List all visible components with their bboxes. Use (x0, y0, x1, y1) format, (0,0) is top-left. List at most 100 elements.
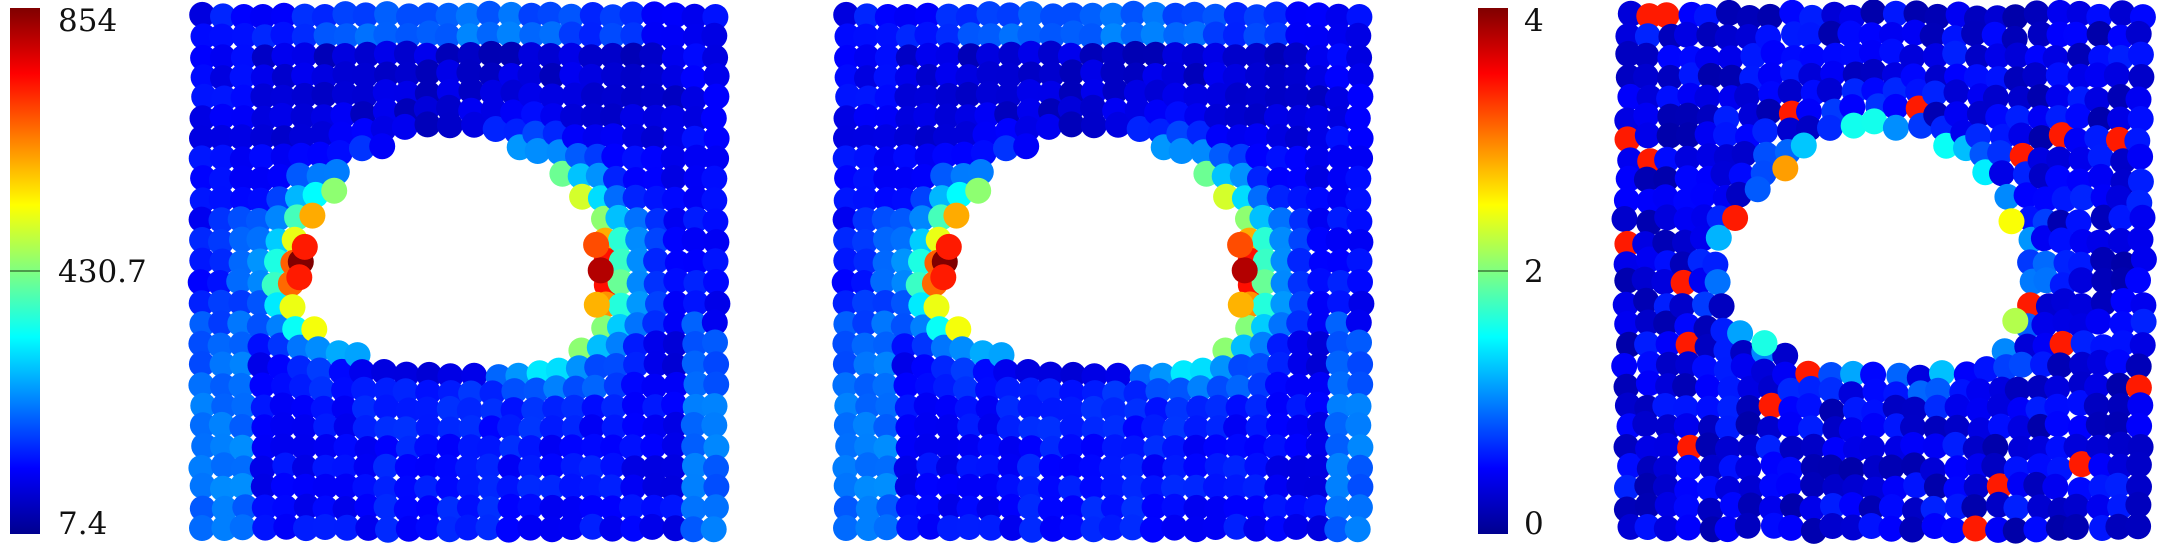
particle-point (622, 123, 649, 150)
particle-point (1346, 208, 1373, 235)
particle-point (1635, 370, 1662, 397)
particle-point (312, 473, 339, 500)
particle-point (914, 21, 941, 48)
particle-point (1327, 290, 1353, 317)
particle-point (1772, 342, 1799, 369)
particle-point (1657, 64, 1684, 91)
particle-point (1059, 414, 1086, 441)
particle-point (1779, 0, 1806, 26)
particle-point (2023, 516, 2050, 543)
particle-point (1183, 494, 1210, 521)
particle-point (290, 103, 317, 130)
particle-point (914, 472, 941, 499)
particle-point (2125, 451, 2152, 478)
particle-point (560, 103, 586, 130)
particle-point (996, 2, 1023, 29)
particle-point (1266, 333, 1293, 360)
particle-point (703, 125, 730, 152)
particle-point (1347, 125, 1374, 152)
particle-point (211, 515, 238, 541)
particle-point (393, 40, 420, 67)
particle-point (208, 229, 234, 255)
particle-point (2086, 21, 2113, 47)
particle-point (1304, 145, 1331, 172)
particle-point (1099, 455, 1125, 482)
particle-point (2085, 308, 2112, 335)
particle-point (1790, 132, 1817, 159)
particle-point (1187, 375, 1214, 402)
particle-point (558, 21, 585, 48)
particle-point (495, 516, 522, 543)
particle-point (1017, 40, 1044, 67)
particle-point (1981, 21, 2008, 48)
particle-point (308, 376, 335, 403)
particle-point (252, 514, 279, 541)
particle-point (1206, 375, 1233, 402)
particle-point (996, 62, 1023, 89)
particle-point (1285, 373, 1312, 400)
particle-point (1186, 395, 1213, 422)
particle-point (937, 493, 964, 520)
particle-point (1735, 411, 1762, 438)
particle-point (1674, 21, 1700, 48)
particle-point (211, 495, 238, 522)
particle-point (207, 270, 233, 296)
particle-point (354, 41, 381, 68)
particle-point-peak (583, 231, 610, 258)
particle-point (305, 336, 332, 363)
particle-point (910, 186, 937, 213)
particle-point (1940, 517, 1967, 544)
particle-point (1162, 2, 1189, 29)
particle-point (1225, 374, 1252, 401)
particle-point (477, 475, 504, 501)
particle-point (601, 62, 627, 89)
particle-point (703, 454, 729, 481)
particle-point (332, 496, 359, 522)
particle-point (1837, 20, 1864, 47)
particle-point (1737, 492, 1764, 519)
particle-point (1757, 416, 1784, 442)
particle-point (2105, 513, 2132, 540)
particle-point (1634, 122, 1661, 149)
particle-point (1161, 61, 1188, 88)
particle-point (643, 330, 670, 357)
particle-point (456, 23, 483, 50)
particle-point (2068, 293, 2095, 319)
particle-point (1695, 432, 1722, 459)
particle-point (190, 44, 217, 71)
particle-point (333, 413, 360, 440)
particle-point (333, 473, 359, 500)
particle-point (702, 208, 729, 235)
particle-point (2127, 392, 2154, 419)
particle-point (1346, 248, 1373, 275)
particle-point (1717, 45, 1744, 72)
particle-point (291, 42, 318, 69)
particle-point (523, 377, 550, 404)
particle-point (1306, 85, 1333, 112)
particle-point (394, 454, 421, 480)
particle-point (1287, 270, 1314, 297)
particle-point (975, 454, 1002, 481)
particle-point (1264, 63, 1291, 90)
particle-point (414, 434, 441, 461)
particle-point (1878, 494, 1905, 520)
particle-point (1737, 434, 1764, 461)
particle-point (1213, 183, 1240, 210)
particle-point (852, 207, 879, 234)
particle-point (269, 392, 296, 419)
particle-point (1263, 434, 1290, 461)
particle-point (2047, 352, 2074, 379)
particle-point (1752, 118, 1779, 145)
particle-point (663, 290, 690, 317)
particle-point (933, 374, 959, 400)
particle-point (1942, 40, 1969, 67)
particle-point (853, 44, 880, 71)
particle-point (539, 21, 566, 48)
particle-point (2084, 87, 2111, 114)
particle-point (1840, 112, 1867, 139)
particle-point (272, 452, 299, 479)
particle-point (853, 103, 880, 130)
scatter-panel-error (1611, 0, 2157, 544)
particle-point (517, 493, 544, 520)
particle-point (373, 40, 400, 67)
